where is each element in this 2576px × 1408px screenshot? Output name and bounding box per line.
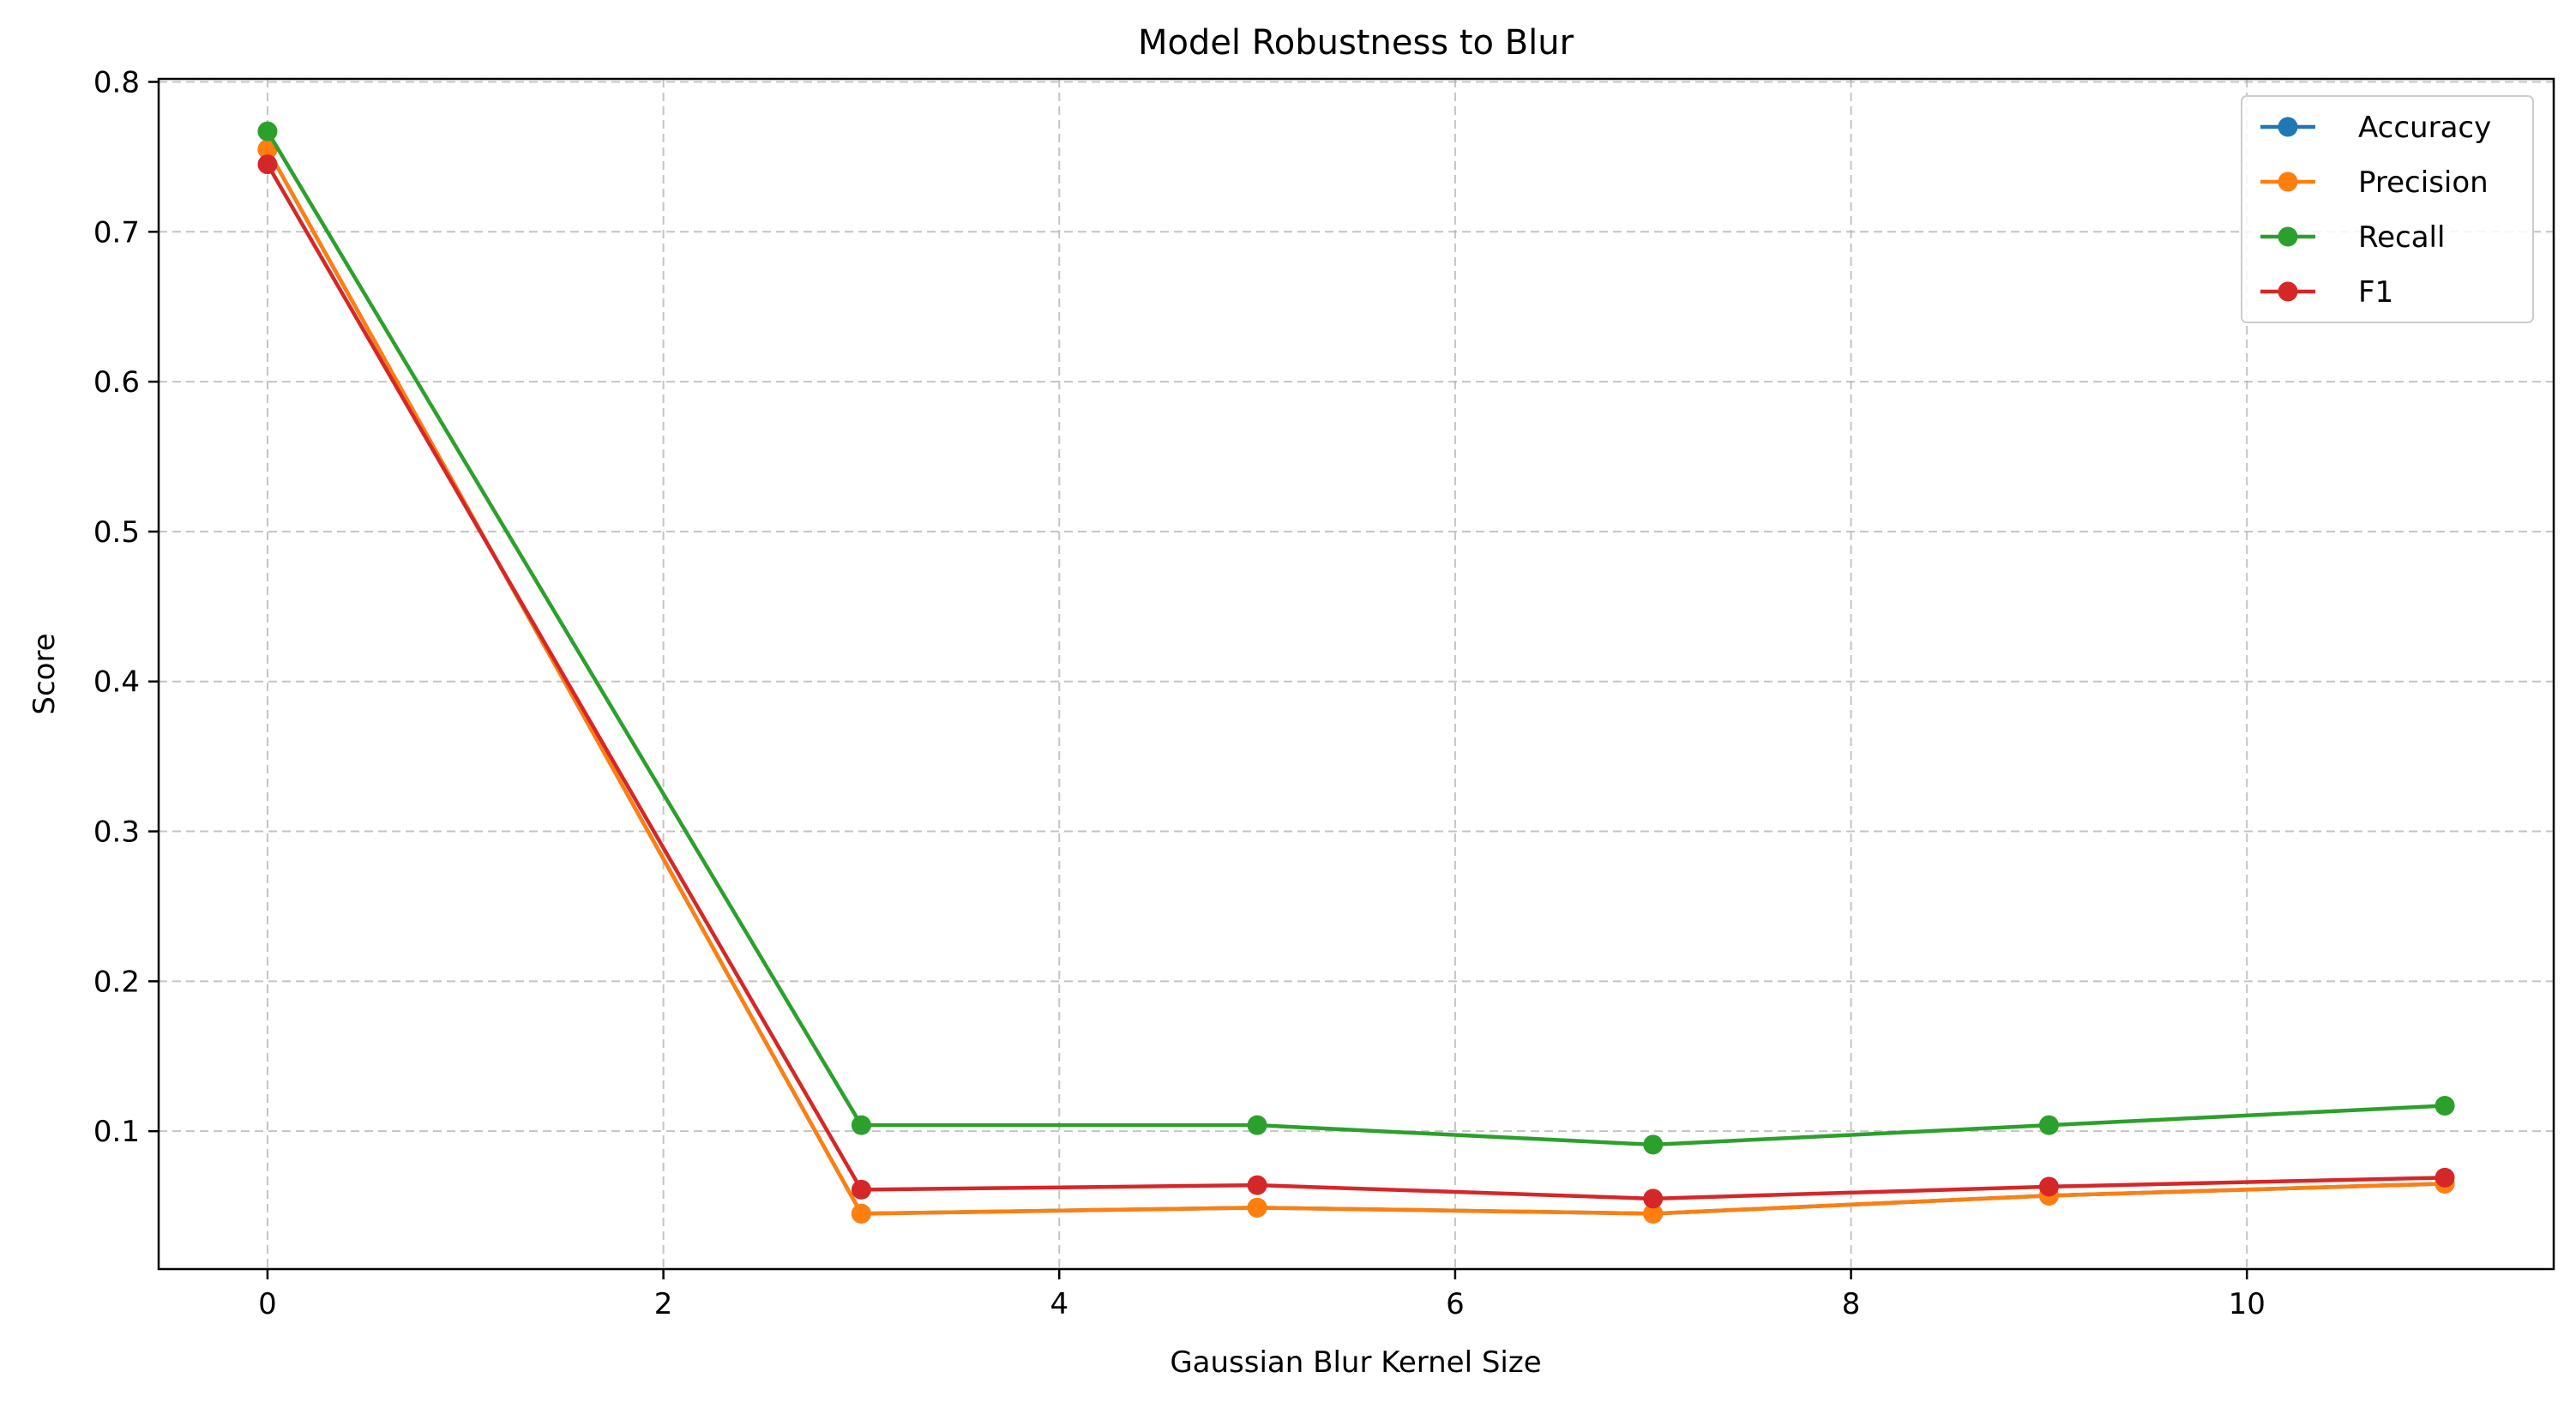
x-tick-label: 2	[654, 1287, 673, 1321]
x-tick-label: 0	[258, 1287, 277, 1321]
y-tick-label: 0.6	[93, 365, 140, 400]
x-tick-label: 4	[1050, 1287, 1068, 1321]
data-point-f1	[257, 154, 278, 175]
data-point-recall	[257, 121, 278, 141]
x-tick-label: 8	[1842, 1287, 1861, 1321]
series-lines	[257, 121, 2455, 1224]
y-tick-label: 0.3	[93, 815, 140, 850]
data-point-recall	[1247, 1115, 1267, 1135]
axes-frame	[157, 77, 2555, 1271]
legend-label-f1: F1	[2358, 275, 2393, 310]
legend-label-accuracy: Accuracy	[2358, 111, 2491, 145]
data-point-recall	[2435, 1095, 2455, 1116]
legend: Accuracy Precision Recall F1	[2241, 95, 2534, 323]
y-tick-label: 0.2	[93, 965, 140, 999]
data-point-precision	[851, 1203, 871, 1224]
series-recall	[257, 121, 2455, 1155]
data-point-f1	[1247, 1175, 1267, 1195]
series-line-recall	[266, 130, 2446, 1147]
legend-label-precision: Precision	[2358, 165, 2489, 200]
data-point-recall	[2038, 1115, 2059, 1135]
x-tick-label: 6	[1446, 1287, 1465, 1321]
y-tick-label: 0.5	[93, 515, 140, 550]
data-point-precision	[1643, 1203, 1664, 1224]
legend-box	[2241, 95, 2534, 323]
data-point-f1	[2038, 1176, 2059, 1197]
y-axis-label: Score	[27, 633, 62, 714]
x-tick-label: 10	[2229, 1287, 2266, 1321]
y-tick-label: 0.1	[93, 1115, 140, 1149]
legend-marker-recall	[2278, 226, 2298, 247]
y-tick-label: 0.4	[93, 665, 140, 700]
legend-marker-accuracy	[2278, 117, 2298, 137]
data-point-f1	[2435, 1167, 2455, 1188]
data-point-recall	[851, 1115, 871, 1135]
data-point-precision	[257, 139, 278, 159]
legend-marker-f1	[2278, 281, 2298, 302]
axis-ticks: 0 2 4 6 8 10 0.1 0.2 0.3 0.4 0.5 0.6 0.7 0.8	[93, 65, 2266, 1321]
x-axis-label: Gaussian Blur Kernel Size	[1170, 1345, 1541, 1380]
data-point-precision	[1247, 1197, 1267, 1218]
legend-marker-precision	[2278, 171, 2298, 192]
series-line-precision	[265, 148, 2446, 1216]
y-tick-label: 0.8	[93, 65, 140, 99]
chart-title: Model Robustness to Blur	[1138, 23, 1574, 63]
series-line-f1	[266, 163, 2446, 1201]
series-f1	[257, 154, 2455, 1209]
data-point-f1	[851, 1179, 871, 1200]
y-tick-label: 0.7	[93, 215, 140, 250]
data-point-f1	[1643, 1188, 1664, 1209]
data-point-recall	[1643, 1134, 1664, 1155]
legend-label-recall: Recall	[2358, 220, 2445, 255]
